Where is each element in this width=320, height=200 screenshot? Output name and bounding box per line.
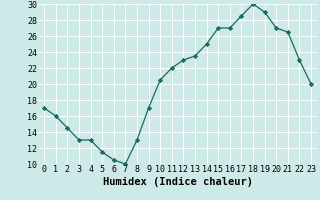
X-axis label: Humidex (Indice chaleur): Humidex (Indice chaleur) (103, 177, 252, 187)
